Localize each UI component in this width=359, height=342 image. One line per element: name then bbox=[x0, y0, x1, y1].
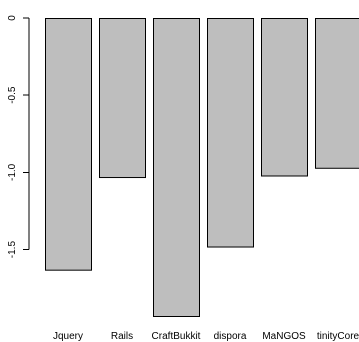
y-tick-label: 0 bbox=[7, 15, 18, 21]
bar-craftbukkit bbox=[153, 18, 200, 317]
y-tick-label: -1.0 bbox=[7, 163, 18, 181]
y-tick-label: -0.5 bbox=[7, 86, 18, 104]
bar-tinitycore bbox=[315, 18, 359, 169]
bar-mangos bbox=[261, 18, 308, 177]
bar-rails bbox=[99, 18, 146, 179]
category-label: Rails bbox=[111, 331, 133, 342]
category-label: tinityCore bbox=[317, 331, 359, 342]
y-tick-label: -1.5 bbox=[7, 241, 18, 259]
bar-jquery bbox=[45, 18, 92, 271]
category-label: Jquery bbox=[53, 331, 83, 342]
category-label: MaNGOS bbox=[262, 331, 306, 342]
bar-dispora bbox=[207, 18, 254, 248]
category-labels: Jquery Rails CraftBukkit dispora MaNGOS tinit… bbox=[53, 331, 359, 342]
category-label: CraftBukkit bbox=[152, 331, 201, 342]
y-axis-ticks: 0 -0.5 -1.0 -1.5 bbox=[7, 15, 29, 258]
category-label: dispora bbox=[214, 331, 247, 342]
bars bbox=[45, 18, 359, 317]
